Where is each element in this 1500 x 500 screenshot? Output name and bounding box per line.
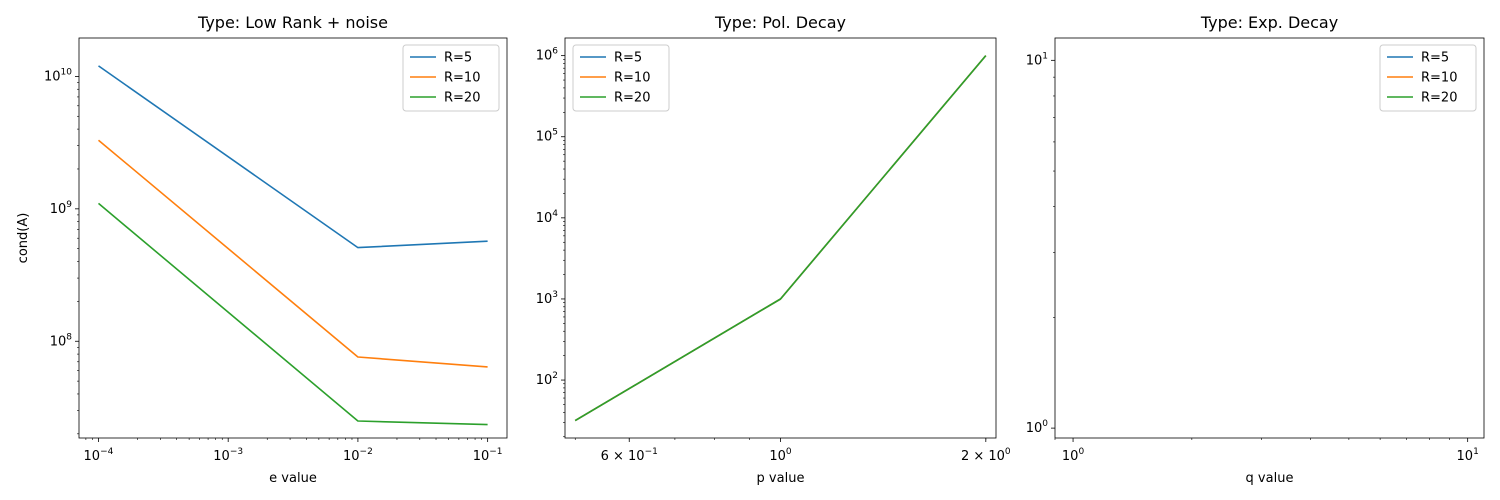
chart-title: Type: Exp. Decay: [1200, 13, 1338, 32]
legend-label: R=20: [614, 91, 650, 106]
legend-label: R=20: [444, 91, 480, 106]
x-tick-label: 100: [1062, 447, 1085, 464]
legend-label: R=10: [1421, 71, 1457, 86]
y-tick-label: 101: [1026, 51, 1048, 68]
x-tick-label: 10−4: [84, 447, 114, 464]
legend-label: R=5: [614, 51, 642, 66]
y-tick-label: 1010: [44, 67, 72, 84]
chart-title: Type: Pol. Decay: [714, 13, 846, 32]
y-tick-label: 109: [50, 200, 73, 217]
legend-label: R=5: [1421, 51, 1449, 66]
y-tick-label: 106: [536, 47, 559, 64]
x-tick-label: 10−1: [473, 447, 503, 464]
chart-title: Type: Low Rank + noise: [197, 13, 388, 32]
y-tick-label: 104: [536, 209, 559, 226]
series-line-r-20: [97, 202, 488, 426]
legend-label: R=5: [444, 51, 472, 66]
y-tick-label: 102: [536, 371, 558, 388]
legend: R=5 R=10 R=20: [1379, 44, 1477, 112]
x-tick-label: 6 × 10−1: [601, 447, 658, 464]
y-tick-label: 100: [1026, 419, 1049, 436]
panel-1: 10−4 10−3 10−2 10−1 108 109 1010 Type: Low Rank…: [16, 13, 508, 486]
legend-box: [1379, 44, 1477, 112]
legend-label: R=20: [1421, 91, 1457, 106]
y-tick-label: 105: [536, 128, 558, 145]
series-line-r-10: [97, 139, 488, 368]
y-tick-label: 103: [536, 290, 558, 307]
x-axis-label: p value: [757, 471, 805, 486]
x-axis-label: e value: [269, 471, 317, 486]
x-tick-label: 10−3: [213, 447, 243, 464]
series-line-r-5: [98, 65, 488, 249]
series-line-r-20: [574, 55, 987, 422]
x-tick-label: 2 × 100: [961, 447, 1011, 464]
legend-box: [402, 44, 500, 112]
legend: R=5 R=10 R=20: [402, 44, 500, 112]
y-axis-label: cond(A): [16, 213, 31, 264]
x-tick-label: 101: [1457, 447, 1479, 464]
legend-label: R=10: [444, 71, 480, 86]
x-tick-label: 100: [769, 447, 792, 464]
panel-2: 6 × 10−1 100 2 × 100 102 103 104 105 106 Type: P…: [536, 13, 1011, 486]
y-tick-label: 108: [50, 332, 73, 349]
legend-box: [572, 44, 670, 112]
axes-frame: [1054, 37, 1485, 439]
axes-frame: [564, 37, 997, 439]
legend: R=5 R=10 R=20: [572, 44, 670, 112]
x-axis-label: q value: [1246, 471, 1294, 486]
axes-frame: [78, 37, 508, 439]
x-tick-label: 10−2: [343, 447, 373, 464]
legend-label: R=10: [614, 71, 650, 86]
